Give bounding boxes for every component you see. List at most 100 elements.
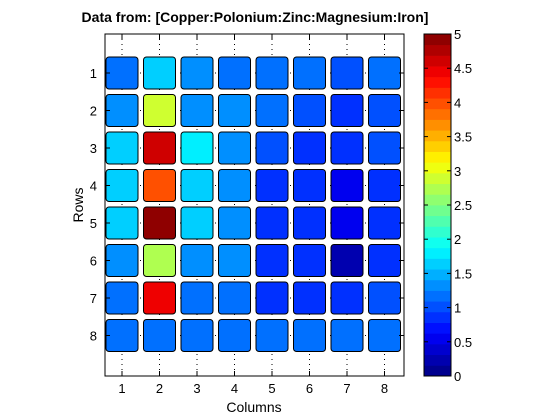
- heatmap-cell: [255, 244, 289, 277]
- heatmap-cell: [255, 131, 289, 165]
- heatmap-cell: [368, 206, 401, 240]
- heatmap-cell: [368, 169, 401, 202]
- colorbar-band: [424, 237, 451, 249]
- heatmap-cell: [293, 244, 326, 277]
- heatmap-cell: [105, 169, 139, 202]
- heatmap-cell: [218, 56, 251, 90]
- x-tick-label: 8: [381, 381, 388, 396]
- colorbar-band: [424, 55, 451, 67]
- colorbar-band: [424, 162, 451, 174]
- y-tick-label: 8: [90, 329, 97, 344]
- colorbar-band: [424, 247, 451, 259]
- heatmap-cell: [255, 281, 289, 315]
- heatmap-cell: [143, 319, 176, 352]
- heatmap-cell: [180, 281, 214, 315]
- heatmap-cell: [218, 281, 251, 315]
- y-tick-label: 1: [90, 66, 97, 81]
- heatmap-cell: [143, 131, 176, 165]
- colorbar-band: [424, 87, 451, 99]
- colorbar-tick-label: 3.5: [454, 130, 472, 145]
- heatmap-cell: [105, 244, 139, 277]
- colorbar-band: [424, 205, 451, 217]
- colorbar-band: [424, 311, 451, 323]
- colorbar-band: [424, 215, 451, 227]
- heatmap-cell: [255, 206, 289, 240]
- heatmap-cell: [330, 56, 364, 90]
- heatmap-cell: [143, 281, 176, 315]
- heatmap-cell: [105, 131, 139, 165]
- heatmap-cell: [293, 131, 326, 165]
- x-tick-label: 1: [118, 381, 125, 396]
- heatmap-cell: [368, 281, 401, 315]
- colorbar-tick-label: 1: [454, 301, 461, 316]
- heatmap-cell: [143, 56, 176, 90]
- heatmap-cell: [293, 56, 326, 90]
- heatmap-cell: [180, 206, 214, 240]
- colorbar-band: [424, 301, 451, 313]
- x-axis-ticks: 1 2 3 4 5 6 7 8: [118, 34, 388, 396]
- colorbar-band: [424, 322, 451, 334]
- y-tick-label: 6: [90, 254, 97, 269]
- y-tick-label: 7: [90, 291, 97, 306]
- heatmap-cell: [143, 206, 176, 240]
- heatmap-cell: [218, 206, 251, 240]
- heatmap-cell: [105, 94, 139, 127]
- y-tick-label: 2: [90, 104, 97, 119]
- x-tick-label: 7: [343, 381, 350, 396]
- y-tick-label: 4: [90, 179, 97, 194]
- colorbar-tick-label: 3: [454, 164, 461, 179]
- x-tick-label: 6: [306, 381, 313, 396]
- colorbar-band: [424, 34, 451, 46]
- heatmap-cell: [330, 206, 364, 240]
- heatmap-cell: [330, 281, 364, 315]
- heatmap-cell: [180, 244, 214, 277]
- heatmap-cell: [218, 319, 251, 352]
- heatmap-cell: [105, 206, 139, 240]
- plot-area: 1 2 3 4 5 6 7 8 1 2 3 4 5 6 7 8: [90, 33, 405, 396]
- y-axis-label: Rows: [70, 187, 86, 222]
- colorbar-band: [424, 333, 451, 345]
- colorbar-band: [424, 290, 451, 302]
- colorbar-band: [424, 98, 451, 110]
- colorbar-band: [424, 140, 451, 152]
- colorbar-band: [424, 44, 451, 56]
- colorbar-tick-label: 4.5: [454, 61, 472, 76]
- heatmap-cell: [368, 94, 401, 127]
- heatmap-cell: [180, 56, 214, 90]
- x-tick-label: 5: [268, 381, 275, 396]
- y-tick-label: 3: [90, 141, 97, 156]
- colorbar-band: [424, 194, 451, 206]
- colorbar-band: [424, 183, 451, 195]
- heatmap-cell: [255, 169, 289, 202]
- colorbar-ticks: 0 0.5 1 1.5 2 2.5 3 3.5 4 4.5 5: [424, 27, 472, 384]
- colorbar-band: [424, 108, 451, 120]
- heatmap-cell: [368, 244, 401, 277]
- colorbar-tick-label: 0.5: [454, 335, 472, 350]
- colorbar: 0 0.5 1 1.5 2 2.5 3 3.5 4 4.5 5: [423, 27, 472, 384]
- heatmap-cell: [330, 169, 364, 202]
- heatmap-cell: [180, 94, 214, 127]
- heatmap-cell: [180, 319, 214, 352]
- x-tick-label: 2: [156, 381, 163, 396]
- colorbar-tick-label: 0: [454, 369, 461, 384]
- heatmap-cell: [105, 56, 139, 90]
- heatmap-cell: [330, 94, 364, 127]
- heatmap-cell: [330, 244, 364, 277]
- colorbar-tick-label: 2.5: [454, 198, 472, 213]
- colorbar-tick-label: 5: [454, 27, 461, 42]
- colorbar-band: [424, 343, 451, 356]
- colorbar-band: [424, 151, 451, 163]
- heatmap-cell: [330, 319, 364, 352]
- colorbar-band: [424, 66, 451, 78]
- colorbar-band: [424, 365, 451, 377]
- heatmap-cell: [255, 319, 289, 352]
- colorbar-tick-label: 1.5: [454, 266, 472, 281]
- heatmap-cell: [293, 169, 326, 202]
- heatmap-cell: [293, 319, 326, 352]
- y-tick-label: 5: [90, 216, 97, 231]
- heatmap-cell: [180, 131, 214, 165]
- heatmap-cells: [105, 56, 401, 352]
- colorbar-bands: [424, 34, 451, 377]
- colorbar-band: [424, 226, 451, 238]
